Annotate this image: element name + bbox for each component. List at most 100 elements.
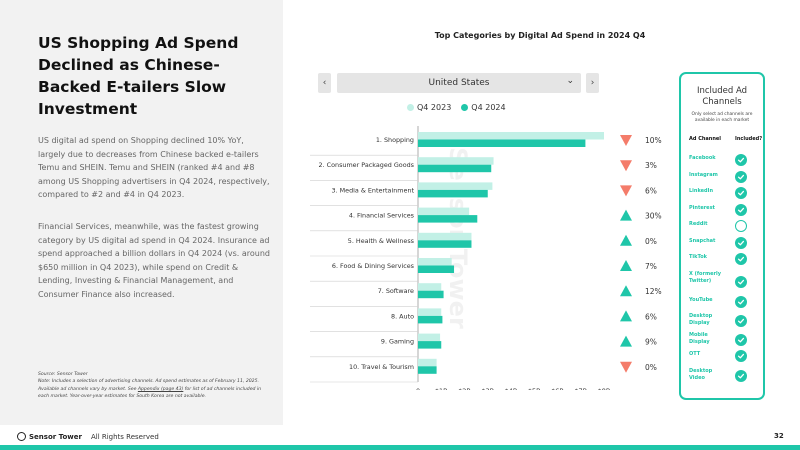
channel-name: LinkedIn: [689, 188, 714, 194]
check-circle-icon: [735, 154, 747, 166]
yoy-change-label: 30%: [645, 212, 662, 221]
market-dropdown-value: United States: [428, 78, 490, 88]
market-dropdown[interactable]: United States ⌄: [337, 73, 581, 93]
x-tick-label: $1B: [435, 387, 448, 390]
triangle-down-icon: [620, 160, 632, 172]
category-label: 10. Travel & Tourism: [349, 363, 414, 371]
note-line-end: for list of ad channels included in each…: [38, 386, 262, 400]
triangle-down-icon: [620, 185, 632, 197]
check-circle-icon: [735, 275, 747, 288]
x-tick-label: $7B: [574, 387, 587, 390]
prev-market-button[interactable]: ‹: [318, 73, 331, 93]
bar-q4-2024: [418, 366, 437, 374]
body-paragraph-shopping: US digital ad spend on Shopping declined…: [38, 136, 270, 200]
source-line: Source: Sensor Tower: [38, 372, 88, 377]
bar-q4-2023: [418, 207, 470, 216]
category-label: 9. Gaming: [381, 338, 414, 346]
bar-q4-2023: [418, 182, 493, 190]
legend-dot-q4-2023: [407, 104, 414, 111]
bar-q4-2024: [418, 215, 478, 223]
triangle-up-icon: [620, 285, 632, 297]
channel-name: TikTok: [689, 254, 707, 260]
bar-chart: 1. Shopping 10% 2. Consumer Packaged Goods…: [310, 126, 662, 390]
x-tick-label: $6B: [551, 387, 564, 390]
yoy-change-label: 9%: [645, 338, 657, 347]
bar-q4-2023: [418, 308, 442, 316]
category-label: 3. Media & Entertainment: [332, 186, 415, 194]
bar-q4-2024: [418, 139, 586, 147]
channel-row: OTT: [689, 350, 763, 367]
channel-name: X (formerly Twitter): [689, 270, 721, 284]
yoy-change-label: 12%: [645, 287, 662, 296]
yoy-change-label: 7%: [645, 262, 657, 271]
check-circle-icon: [735, 170, 747, 183]
left-panel: US Shopping Ad Spend Declined as Chinese…: [0, 0, 283, 425]
yoy-change-label: 6%: [645, 312, 657, 321]
category-label: 5. Health & Wellness: [348, 237, 415, 245]
channel-row: YouTube: [689, 295, 763, 313]
legend-label-q4-2023: Q4 2023: [417, 103, 452, 112]
triangle-down-icon: [620, 361, 632, 373]
bar-q4-2024: [418, 265, 455, 273]
category-label: 8. Auto: [391, 312, 414, 320]
channel-name: Snapchat: [689, 237, 716, 244]
yoy-change-label: 0%: [645, 237, 657, 246]
check-circle-icon: [735, 253, 747, 265]
bottom-stripe: [0, 445, 800, 450]
bar-q4-2023: [418, 232, 472, 241]
channel-name: Instagram: [689, 171, 718, 178]
check-circle-icon: [735, 187, 747, 199]
channel-name: Pinterest: [689, 204, 715, 211]
bar-q4-2023: [418, 157, 494, 165]
channels-col-channel: Ad Channel: [689, 136, 722, 142]
channel-row: Pinterest: [689, 203, 763, 221]
bar-q4-2024: [418, 315, 443, 324]
bar-q4-2023: [418, 333, 441, 342]
x-tick-label: $3B: [481, 387, 494, 390]
channel-row: Desktop Video: [689, 367, 763, 386]
appendix-link[interactable]: Appendix (page 43): [137, 386, 184, 392]
x-tick-label: 0: [416, 387, 420, 390]
channel-row: LinkedIn: [689, 187, 763, 204]
x-tick-label: $5B: [528, 387, 541, 390]
check-circle-icon: [735, 350, 747, 362]
channel-name: Desktop Display: [689, 313, 713, 326]
triangle-up-icon: [620, 260, 632, 271]
channel-row: Reddit: [689, 220, 763, 237]
channel-name: YouTube: [689, 296, 713, 303]
bar-q4-2023: [418, 283, 442, 291]
yoy-change-label: 6%: [645, 186, 657, 195]
yoy-change-label: 3%: [645, 161, 657, 170]
footer-brand: Sensor Tower: [29, 432, 82, 441]
channels-header: Ad Channel Included?: [689, 136, 763, 142]
category-label: 1. Shopping: [376, 136, 414, 144]
triangle-up-icon: [620, 335, 632, 347]
bar-q4-2024: [418, 240, 472, 248]
channel-name: Reddit: [689, 221, 708, 227]
channel-row: TikTok: [689, 253, 763, 270]
check-circle-icon: [735, 295, 747, 308]
channel-row: Mobile Display: [689, 331, 763, 350]
chevron-down-icon: ⌄: [566, 76, 574, 86]
x-tick-label: $2B: [458, 387, 471, 390]
legend-item-q4-2024: Q4 2024: [461, 103, 506, 112]
legend-dot-q4-2024: [461, 104, 469, 111]
category-label: 4. Financial Services: [349, 212, 415, 220]
sensor-tower-logo-icon: [17, 432, 26, 441]
bar-q4-2023: [418, 258, 452, 266]
included-channels-panel: Included Ad Channels Only select ad chan…: [679, 72, 765, 400]
channel-row: Facebook: [689, 154, 763, 171]
legend-label-q4-2024: Q4 2024: [471, 103, 506, 112]
chart-title: Top Categories by Digital Ad Spend in 20…: [434, 31, 646, 40]
channel-row: Snapchat: [689, 236, 763, 254]
next-market-button[interactable]: ›: [586, 73, 599, 93]
triangle-down-icon: [620, 135, 632, 146]
channel-row: X (formerly Twitter): [689, 270, 763, 296]
channel-row: Desktop Display: [689, 312, 763, 331]
x-tick-label: $4B: [505, 387, 518, 390]
footer-logo: Sensor Tower All Rights Reserved: [17, 432, 159, 441]
x-tick-label: $8B: [598, 387, 611, 390]
category-label: 7. Software: [378, 287, 414, 295]
chart-legend: Q4 2023 Q4 2024: [407, 103, 506, 112]
channels-title: Included Ad Channels: [696, 86, 748, 107]
